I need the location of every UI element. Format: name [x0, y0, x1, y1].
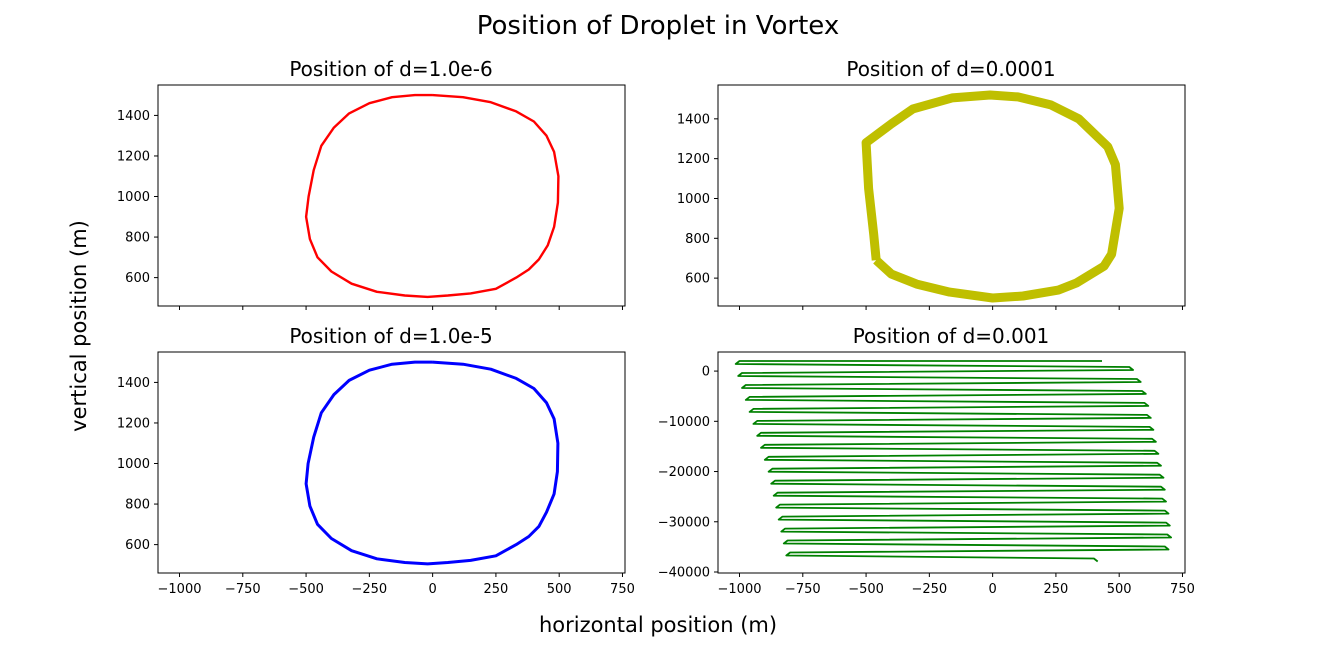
x-tick-label: 500: [547, 582, 572, 597]
series-line: [304, 93, 560, 299]
subplot-plot-area: 600 800 1000 1200 1400: [117, 84, 626, 310]
x-tick-label: 0: [988, 582, 996, 597]
x-tick-label: −500: [848, 582, 884, 597]
subplot-plot-area: −1000 −750 −500 −250 0 250 500 750 −40000 −30000 −…: [658, 351, 1195, 597]
x-tick-label: 750: [1170, 582, 1195, 597]
x-tick-label: −250: [351, 582, 387, 597]
y-tick-label: 800: [125, 231, 150, 246]
subplot-plot-area: 600 800 1000 1200 1400: [677, 84, 1186, 310]
x-tick-label: 750: [610, 582, 635, 597]
y-tick-label: 1200: [117, 416, 150, 431]
axes-frame: [157, 84, 626, 307]
x-tick-label: 0: [428, 582, 436, 597]
y-tick-label: 1000: [117, 190, 150, 205]
y-tick-label: 0: [702, 365, 710, 380]
x-tick-label: 250: [483, 582, 508, 597]
axes-frame: [717, 84, 1186, 307]
y-tick-label: 1000: [677, 192, 710, 207]
y-tick-label: 800: [685, 232, 710, 247]
y-tick-label: 1200: [677, 152, 710, 167]
subplot-bottom-left: Position of d=1.0e-5 −1000 −750 −500 −250 0 2…: [117, 324, 635, 597]
y-tick-label: 600: [125, 271, 150, 286]
x-tick-label: −500: [288, 582, 324, 597]
subplot-title: Position of d=0.0001: [846, 57, 1055, 81]
subplot-title: Position of d=1.0e-5: [289, 324, 492, 348]
x-tick-label: −750: [225, 582, 261, 597]
subplot-top-left: Position of d=1.0e-6 600 800 1000 1200 1400: [117, 57, 626, 310]
y-tick-label: 600: [125, 538, 150, 553]
y-tick-label: 800: [125, 498, 150, 513]
x-tick-label: −1000: [718, 582, 762, 597]
series-line: [304, 360, 560, 566]
series-line: [734, 360, 1172, 563]
subplot-plot-area: −1000 −750 −500 −250 0 250 500 750 600 800 1000 120…: [117, 351, 635, 597]
subplot-top-right: Position of d=0.0001 600 800 1000 1200 1400: [677, 57, 1186, 310]
y-tick-label: 1200: [117, 149, 150, 164]
y-tick-label: 1000: [117, 457, 150, 472]
figure-title: Position of Droplet in Vortex: [477, 11, 840, 41]
subplot-bottom-right: Position of d=0.001 −1000 −750 −500 −250 0 25…: [658, 324, 1195, 597]
axes-frame: [157, 351, 626, 574]
figure-ylabel: vertical position (m): [67, 220, 91, 432]
figure-xlabel: horizontal position (m): [539, 613, 777, 637]
x-tick-label: −750: [785, 582, 821, 597]
subplot-title: Position of d=1.0e-6: [289, 57, 492, 81]
y-tick-label: −40000: [658, 565, 710, 580]
x-tick-label: −250: [911, 582, 947, 597]
y-tick-label: 1400: [117, 109, 150, 124]
y-tick-label: −20000: [658, 465, 710, 480]
series-line: [861, 90, 1124, 303]
y-tick-label: 1400: [677, 112, 710, 127]
subplot-title: Position of d=0.001: [853, 324, 1050, 348]
y-tick-label: −30000: [658, 515, 710, 530]
y-tick-label: 600: [685, 272, 710, 287]
x-tick-label: 250: [1043, 582, 1068, 597]
x-tick-label: 500: [1107, 582, 1132, 597]
axes-frame: [717, 351, 1186, 574]
x-tick-label: −1000: [158, 582, 202, 597]
y-tick-label: −10000: [658, 415, 710, 430]
y-tick-label: 1400: [117, 376, 150, 391]
